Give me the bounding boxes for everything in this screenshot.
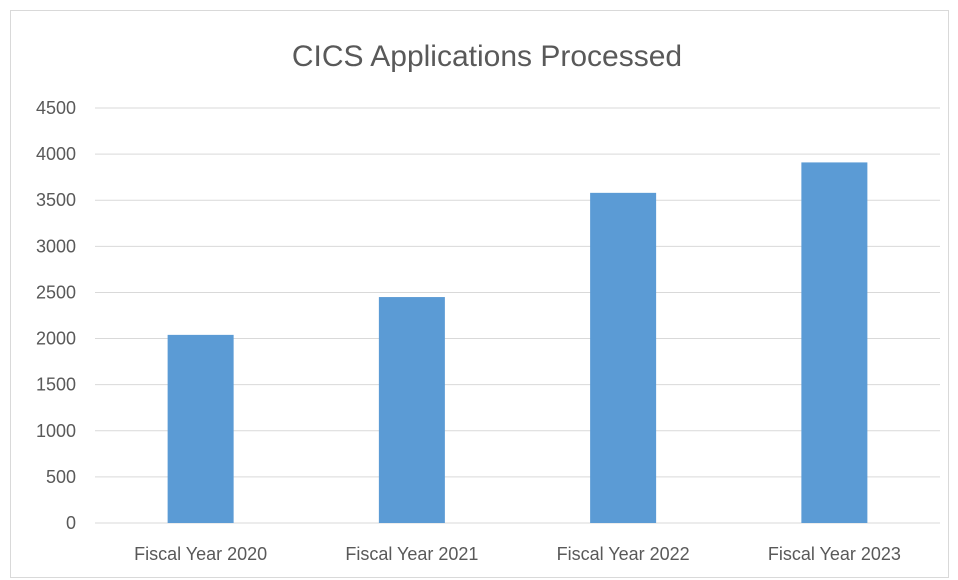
chart-frame	[10, 10, 949, 578]
x-tick-label: Fiscal Year 2022	[557, 544, 690, 564]
x-tick-label: Fiscal Year 2021	[345, 544, 478, 564]
y-tick-label: 2000	[36, 329, 76, 349]
y-tick-label: 1000	[36, 421, 76, 441]
x-axis-tick-labels: Fiscal Year 2020 Fiscal Year 2021 Fiscal Y…	[134, 544, 901, 564]
y-tick-label: 4000	[36, 144, 76, 164]
y-tick-label: 500	[46, 467, 76, 487]
bar-fiscal-year-2021	[378, 297, 445, 523]
gridlines	[95, 107, 940, 524]
x-tick-label: Fiscal Year 2023	[768, 544, 901, 564]
y-tick-label: 4500	[36, 98, 76, 118]
y-tick-label: 2500	[36, 282, 76, 302]
bar-fiscal-year-2022	[590, 192, 657, 523]
chart-title: CICS Applications Processed	[292, 40, 682, 73]
bar-fiscal-year-2020	[167, 334, 234, 523]
y-tick-label: 1500	[36, 375, 76, 395]
bars	[167, 162, 868, 523]
y-axis-tick-labels: 0 500 1000 1500 2000 2500 3000 3500 4000 4500	[36, 98, 76, 533]
bar-fiscal-year-2023	[801, 162, 868, 523]
x-tick-label: Fiscal Year 2020	[134, 544, 267, 564]
y-tick-label: 3500	[36, 190, 76, 210]
y-tick-label: 0	[66, 513, 76, 533]
y-tick-label: 3000	[36, 236, 76, 256]
